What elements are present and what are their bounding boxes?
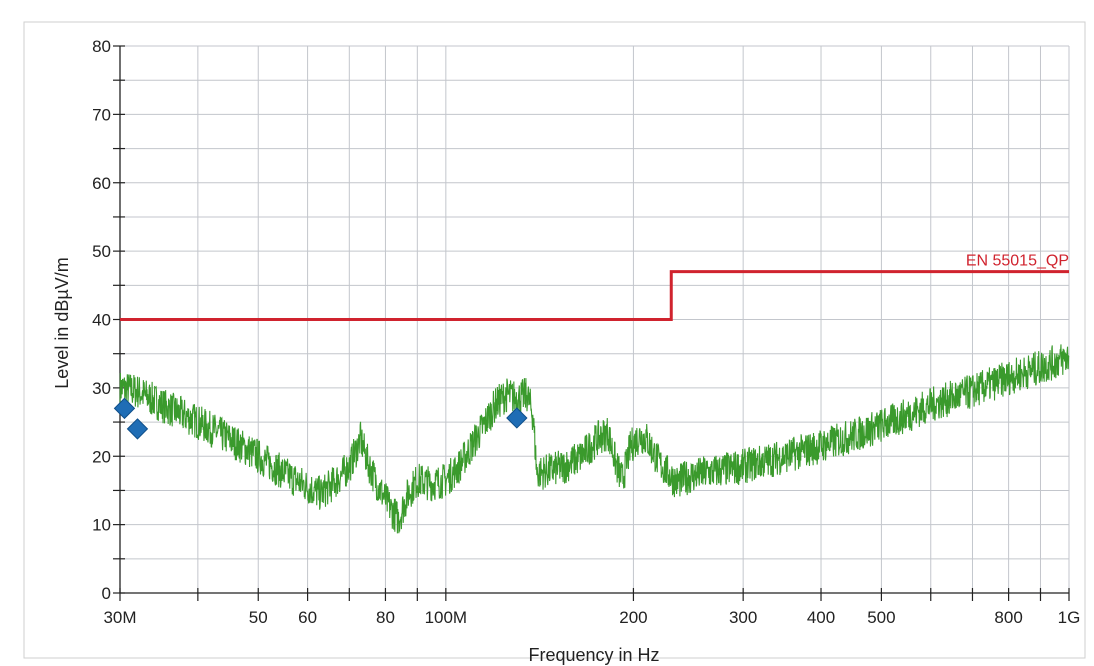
x-axis-label: Frequency in Hz [528, 645, 659, 665]
chart-frame [23, 21, 1086, 659]
x-tick-label: 300 [729, 608, 757, 627]
x-tick-label: 80 [376, 608, 395, 627]
limit-line [120, 270, 1069, 321]
x-tick-label: 60 [298, 608, 317, 627]
x-tick-labels: 30M 50 60 80 100M 200 300 400 500 800 1G [103, 608, 1080, 627]
qp-marker [113, 397, 136, 420]
x-tick-label: 200 [619, 608, 647, 627]
y-tick-label: 50 [92, 242, 111, 261]
y-tick-label: 10 [92, 516, 111, 535]
measurement-trace [119, 344, 1070, 534]
qp-marker [506, 407, 528, 429]
y-tick-label: 20 [92, 447, 111, 466]
y-tick-label: 70 [92, 105, 111, 124]
markers-group [113, 397, 528, 440]
y-tick-label: 80 [92, 37, 111, 56]
x-tick-label: 800 [994, 608, 1022, 627]
y-axis-label: Level in dBµV/m [52, 257, 72, 388]
x-tick-label: 400 [807, 608, 835, 627]
y-tick-labels: 0 10 20 30 40 50 60 70 80 [92, 37, 111, 603]
x-tick-label: 50 [249, 608, 268, 627]
x-tick-label: 500 [867, 608, 895, 627]
limit-line-label: EN 55015_QP [966, 253, 1069, 270]
y-tick-label: 40 [92, 311, 111, 330]
y-tick-label: 0 [102, 584, 111, 603]
trace-group [119, 344, 1070, 534]
y-tick-label: 60 [92, 174, 111, 193]
x-tick-label: 1G [1058, 608, 1081, 627]
qp-marker [126, 418, 149, 440]
limit-line-group: EN 55015_QP [120, 253, 1069, 321]
x-tick-label: 30M [103, 608, 136, 627]
y-tick-label: 30 [92, 379, 111, 398]
x-tick-label: 100M [425, 608, 468, 627]
